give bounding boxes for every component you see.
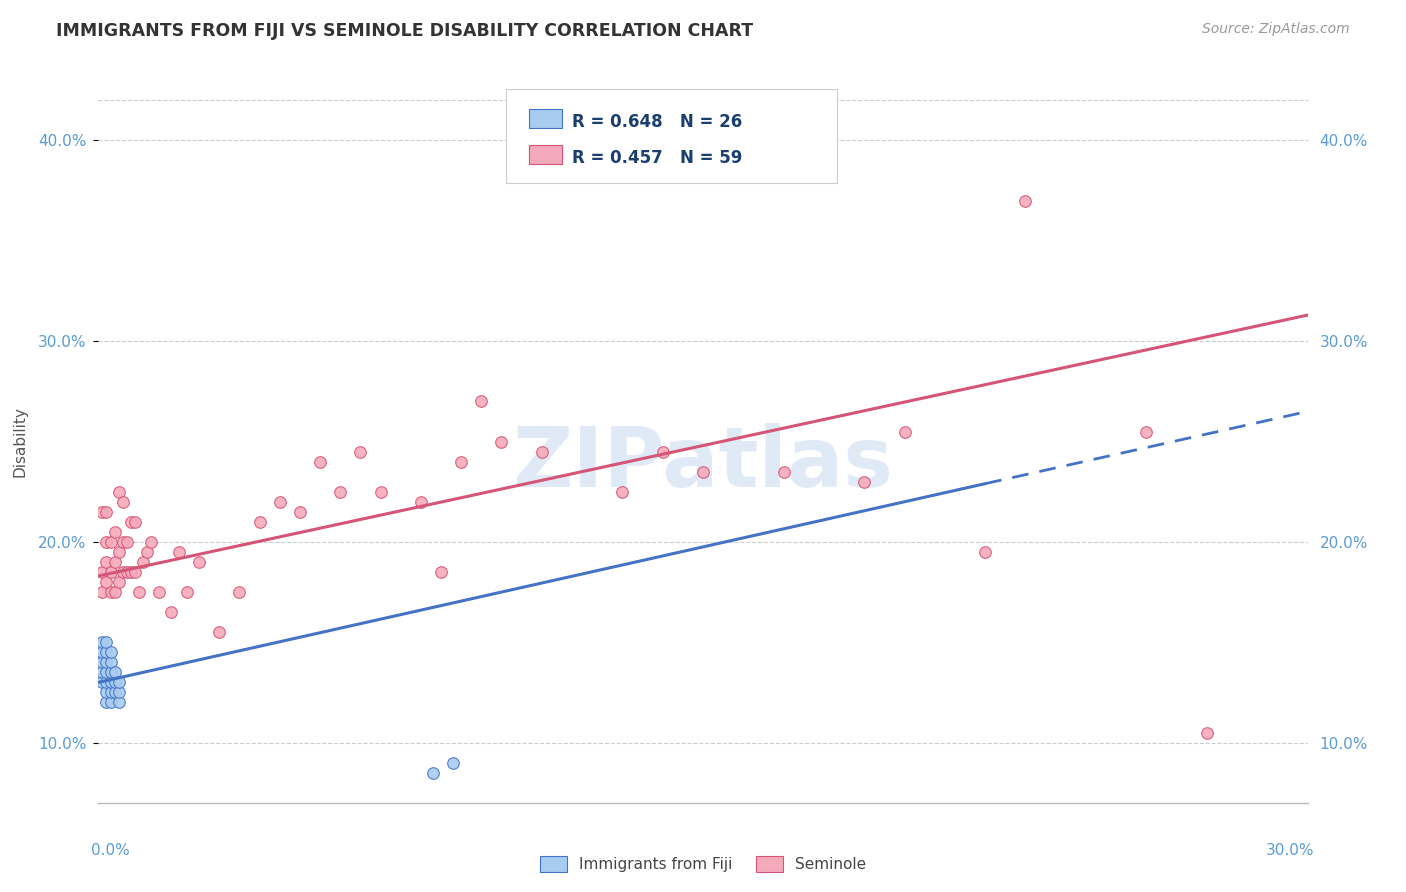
Point (107, 696, 129, 710)
Point (100, 675, 122, 690)
Point (329, 484, 352, 499)
Point (100, 585, 122, 599)
Point (91, 655, 114, 669)
Point (288, 505, 311, 519)
Point (167, 545, 190, 559)
Text: IMMIGRANTS FROM FIJI VS SEMINOLE DISABILITY CORRELATION CHART: IMMIGRANTS FROM FIJI VS SEMINOLE DISABIL… (56, 22, 754, 40)
Point (120, 515, 142, 529)
Point (96, 555, 118, 569)
Point (111, 494, 134, 508)
Point (139, 534, 162, 549)
Point (100, 696, 122, 710)
Text: 30.0%: 30.0% (1267, 843, 1315, 858)
Point (96, 675, 118, 690)
Point (409, 494, 432, 508)
Point (96, 505, 118, 519)
Point (91, 675, 114, 690)
Point (100, 685, 122, 699)
Text: 0.0%: 0.0% (91, 843, 131, 858)
Point (853, 475, 876, 489)
Point (349, 444, 371, 458)
Point (430, 565, 453, 579)
Point (441, 756, 464, 770)
Point (91, 645, 114, 659)
Text: R = 0.457   N = 59: R = 0.457 N = 59 (572, 149, 742, 167)
Point (100, 655, 122, 669)
Point (111, 534, 134, 549)
Point (103, 585, 125, 599)
Point (103, 685, 125, 699)
Point (132, 555, 155, 569)
Point (974, 545, 997, 559)
Point (249, 515, 271, 529)
Point (91, 665, 114, 680)
Point (107, 675, 129, 690)
Point (96, 685, 118, 699)
Point (128, 585, 150, 599)
Point (96, 635, 118, 649)
Point (188, 555, 211, 569)
Point (124, 565, 146, 579)
Point (450, 454, 472, 469)
Point (370, 484, 392, 499)
Point (103, 524, 125, 539)
Text: R = 0.648   N = 26: R = 0.648 N = 26 (572, 113, 742, 131)
Point (160, 605, 183, 619)
Point (422, 765, 444, 780)
Legend: Immigrants from Fiji, Seminole: Immigrants from Fiji, Seminole (533, 850, 873, 879)
Point (100, 565, 122, 579)
Point (176, 585, 198, 599)
Point (269, 494, 291, 508)
Point (208, 625, 231, 640)
Point (103, 555, 125, 569)
Point (91, 585, 114, 599)
Point (107, 545, 129, 559)
Point (120, 565, 142, 579)
Point (96, 645, 118, 659)
Point (772, 465, 794, 479)
Point (1195, 725, 1218, 739)
Point (1135, 425, 1157, 439)
Point (309, 454, 332, 469)
Point (530, 444, 553, 458)
Point (100, 665, 122, 680)
Point (115, 565, 138, 579)
Point (100, 534, 122, 549)
Point (107, 685, 129, 699)
Point (651, 444, 673, 458)
Text: Source: ZipAtlas.com: Source: ZipAtlas.com (1202, 22, 1350, 37)
Point (96, 574, 118, 589)
Point (100, 645, 122, 659)
Text: ZIPatlas: ZIPatlas (513, 423, 893, 504)
Point (612, 484, 634, 499)
Point (96, 534, 118, 549)
Point (107, 484, 129, 499)
Point (91, 635, 114, 649)
Point (115, 534, 138, 549)
Point (91, 505, 114, 519)
Point (135, 545, 157, 559)
Point (103, 665, 125, 680)
Point (228, 585, 250, 599)
Point (893, 425, 915, 439)
Point (148, 585, 170, 599)
Point (96, 696, 118, 710)
Point (1014, 194, 1036, 208)
Point (692, 465, 714, 479)
Point (103, 675, 125, 690)
Y-axis label: Disability: Disability (13, 406, 27, 477)
Point (96, 655, 118, 669)
Point (111, 565, 134, 579)
Point (491, 434, 513, 449)
Point (107, 574, 129, 589)
Point (96, 665, 118, 680)
Point (124, 515, 146, 529)
Point (91, 565, 114, 579)
Point (470, 394, 492, 409)
